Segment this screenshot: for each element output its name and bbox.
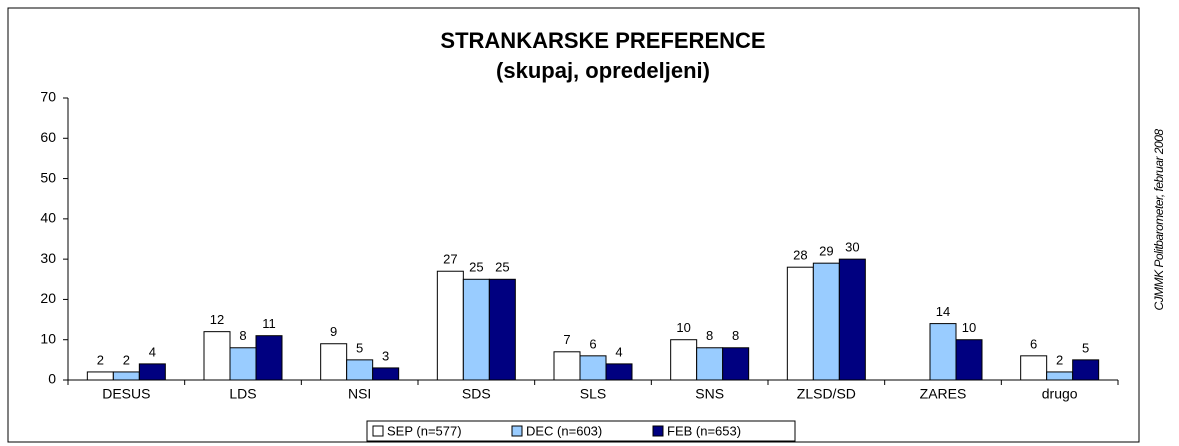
bar [553, 351, 581, 381]
bar [86, 371, 114, 381]
bar [436, 270, 464, 381]
legend-swatch [652, 425, 664, 437]
chart-title: STRANKARSKE PREFERENCE [440, 28, 765, 53]
value-label: 2 [123, 352, 130, 367]
source-note: CJMMK Politbarometer, februar 2008 [1152, 129, 1166, 311]
bar [462, 278, 490, 381]
value-label: 8 [732, 328, 739, 343]
value-label: 14 [936, 304, 950, 319]
value-label: 30 [845, 240, 859, 255]
y-tick-label: 40 [40, 210, 56, 226]
bar [955, 339, 983, 381]
value-label: 6 [589, 336, 596, 351]
x-tick-label: drugo [1042, 386, 1078, 402]
value-label: 7 [563, 332, 570, 347]
legend-swatch [372, 425, 384, 437]
bar [670, 339, 698, 381]
legend-label: FEB (n=653) [667, 423, 741, 438]
bar [203, 331, 231, 381]
value-label: 12 [210, 312, 224, 327]
y-tick-label: 60 [40, 129, 56, 145]
bar [929, 323, 957, 381]
bar [138, 363, 166, 381]
x-tick-label: DESUS [102, 386, 150, 402]
legend-label: DEC (n=603) [526, 423, 602, 438]
value-label: 9 [330, 324, 337, 339]
x-tick-label: NSI [348, 386, 371, 402]
value-label: 10 [676, 320, 690, 335]
value-label: 4 [615, 344, 622, 359]
x-tick-label: ZARES [920, 386, 967, 402]
x-tick-label: LDS [229, 386, 256, 402]
x-tick-label: SNS [695, 386, 724, 402]
legend-box [366, 420, 796, 442]
value-label: 25 [469, 260, 483, 275]
bar [786, 266, 814, 381]
value-label: 3 [382, 348, 389, 363]
y-tick-label: 70 [40, 89, 56, 105]
value-label: 27 [443, 252, 457, 267]
x-tick-label: SLS [580, 386, 606, 402]
value-label: 6 [1030, 336, 1037, 351]
value-label: 8 [239, 328, 246, 343]
bar [112, 371, 140, 381]
value-label: 5 [356, 340, 363, 355]
value-label: 10 [962, 320, 976, 335]
value-label: 2 [1056, 352, 1063, 367]
value-label: 25 [495, 260, 509, 275]
value-label: 2 [97, 352, 104, 367]
legend-label: SEP (n=577) [387, 423, 462, 438]
bar [579, 355, 607, 381]
x-tick-label: ZLSD/SD [797, 386, 856, 402]
bar [255, 335, 283, 381]
bar [320, 343, 348, 381]
bar [722, 347, 750, 381]
value-label: 11 [262, 316, 276, 331]
bar [1046, 371, 1074, 381]
value-label: 4 [149, 344, 156, 359]
chart-subtitle: (skupaj, opredeljeni) [496, 58, 710, 83]
value-label: 5 [1082, 340, 1089, 355]
y-tick-label: 30 [40, 250, 56, 266]
value-label: 28 [793, 248, 807, 263]
y-tick-label: 0 [48, 371, 56, 387]
bar [1072, 359, 1100, 381]
bar [346, 359, 374, 381]
bar [488, 278, 516, 381]
bar [372, 367, 400, 381]
y-tick-label: 20 [40, 290, 56, 306]
bar [1020, 355, 1048, 381]
legend-swatch [511, 425, 523, 437]
bar [696, 347, 724, 381]
y-tick-label: 10 [40, 330, 56, 346]
x-tick-label: SDS [462, 386, 491, 402]
bar [812, 262, 840, 381]
value-label: 8 [706, 328, 713, 343]
value-label: 29 [819, 244, 833, 259]
y-tick-label: 50 [40, 169, 56, 185]
bar [229, 347, 257, 381]
bar [605, 363, 633, 381]
bar [838, 258, 866, 381]
